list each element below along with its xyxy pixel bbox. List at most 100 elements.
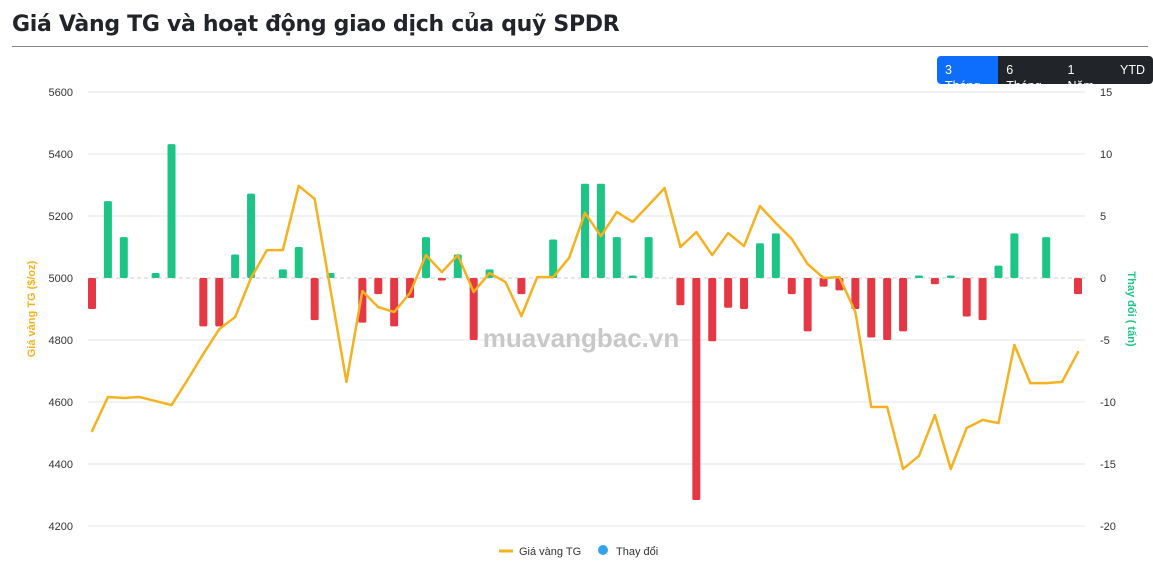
change-bar[interactable] xyxy=(1010,233,1019,278)
change-bar[interactable] xyxy=(103,201,112,278)
change-bar[interactable] xyxy=(88,278,96,309)
price-point[interactable] xyxy=(1029,381,1032,385)
price-point[interactable] xyxy=(870,405,873,409)
price-point[interactable] xyxy=(885,405,889,409)
price-point[interactable] xyxy=(758,204,762,208)
price-point[interactable] xyxy=(186,378,189,382)
price-point[interactable] xyxy=(997,421,1000,425)
price-point[interactable] xyxy=(965,426,968,430)
change-bar[interactable] xyxy=(994,265,1003,278)
change-bar[interactable] xyxy=(247,193,256,278)
change-bar[interactable] xyxy=(946,275,955,278)
price-point[interactable] xyxy=(981,418,984,422)
price-point[interactable] xyxy=(726,231,730,235)
price-point[interactable] xyxy=(838,275,841,279)
price-point[interactable] xyxy=(695,230,698,234)
price-point[interactable] xyxy=(1013,343,1016,347)
change-bar[interactable] xyxy=(628,275,637,278)
price-point[interactable] xyxy=(408,291,412,295)
price-point[interactable] xyxy=(536,275,539,279)
price-point[interactable] xyxy=(281,248,285,252)
price-point[interactable] xyxy=(1060,380,1064,384)
change-bar[interactable] xyxy=(549,239,558,278)
price-point[interactable] xyxy=(377,305,380,309)
change-bar[interactable] xyxy=(867,278,876,338)
range-button-1-year[interactable]: 1 Năm xyxy=(1059,56,1112,84)
price-point[interactable] xyxy=(520,314,523,318)
price-point[interactable] xyxy=(583,211,587,215)
change-bar[interactable] xyxy=(390,278,399,327)
price-point[interactable] xyxy=(249,276,253,280)
price-point[interactable] xyxy=(138,395,141,399)
change-bar[interactable] xyxy=(278,269,287,278)
price-point[interactable] xyxy=(361,289,364,293)
price-point[interactable] xyxy=(488,271,491,275)
range-button-3-months[interactable]: 3 Tháng xyxy=(937,56,999,84)
price-point[interactable] xyxy=(822,276,825,280)
price-point[interactable] xyxy=(1044,381,1048,385)
change-bar[interactable] xyxy=(199,278,208,327)
change-bar[interactable] xyxy=(819,278,828,287)
change-bar[interactable] xyxy=(962,278,971,317)
price-point[interactable] xyxy=(329,288,332,292)
price-point[interactable] xyxy=(170,403,173,407)
price-point[interactable] xyxy=(265,248,269,252)
price-point[interactable] xyxy=(599,234,603,238)
price-point[interactable] xyxy=(313,197,316,201)
range-button-ytd[interactable]: YTD xyxy=(1112,56,1153,84)
change-bar[interactable] xyxy=(755,243,764,278)
change-bar[interactable] xyxy=(517,278,526,295)
change-bar[interactable] xyxy=(1042,237,1051,278)
change-bar[interactable] xyxy=(914,275,923,278)
price-point[interactable] xyxy=(901,467,905,471)
price-point[interactable] xyxy=(711,253,714,257)
price-point[interactable] xyxy=(218,327,221,331)
change-bar[interactable] xyxy=(851,278,860,309)
change-bar[interactable] xyxy=(787,278,796,295)
change-bar[interactable] xyxy=(692,278,701,500)
change-bar[interactable] xyxy=(406,278,415,298)
change-bar[interactable] xyxy=(231,254,240,278)
change-bar[interactable] xyxy=(724,278,733,308)
change-bar[interactable] xyxy=(771,233,780,278)
change-bar[interactable] xyxy=(581,183,589,278)
change-bar[interactable] xyxy=(740,278,749,309)
price-point[interactable] xyxy=(122,396,126,400)
change-bar[interactable] xyxy=(899,278,908,332)
change-bar[interactable] xyxy=(883,278,892,340)
price-point[interactable] xyxy=(933,413,937,417)
price-point[interactable] xyxy=(854,310,857,314)
change-bar[interactable] xyxy=(803,278,812,332)
price-point[interactable] xyxy=(233,315,237,319)
change-bar[interactable] xyxy=(596,183,605,278)
price-point[interactable] xyxy=(345,380,348,384)
price-point[interactable] xyxy=(615,210,619,214)
price-point[interactable] xyxy=(806,262,809,266)
change-bar[interactable] xyxy=(437,278,446,281)
price-point[interactable] xyxy=(424,253,428,257)
change-bar[interactable] xyxy=(310,278,319,321)
price-point[interactable] xyxy=(663,186,666,190)
legend-item-price[interactable]: Giá vàng TG xyxy=(499,546,581,558)
change-bar[interactable] xyxy=(358,278,367,323)
change-bar[interactable] xyxy=(644,237,653,278)
price-point[interactable] xyxy=(472,290,475,294)
change-bar[interactable] xyxy=(1074,278,1082,295)
price-point[interactable] xyxy=(742,244,746,248)
price-point[interactable] xyxy=(631,220,634,224)
price-point[interactable] xyxy=(440,270,444,274)
price-point[interactable] xyxy=(90,429,94,433)
price-point[interactable] xyxy=(106,395,110,399)
change-bar[interactable] xyxy=(151,273,160,278)
change-bar[interactable] xyxy=(119,237,128,278)
price-point[interactable] xyxy=(154,399,157,403)
price-point[interactable] xyxy=(551,275,555,279)
price-point[interactable] xyxy=(949,467,952,471)
change-bar[interactable] xyxy=(374,278,383,295)
change-bar[interactable] xyxy=(469,278,478,340)
change-bar[interactable] xyxy=(978,278,987,321)
change-bar[interactable] xyxy=(215,278,224,327)
price-point[interactable] xyxy=(504,280,507,284)
price-point[interactable] xyxy=(1076,350,1080,354)
price-point[interactable] xyxy=(202,352,205,356)
